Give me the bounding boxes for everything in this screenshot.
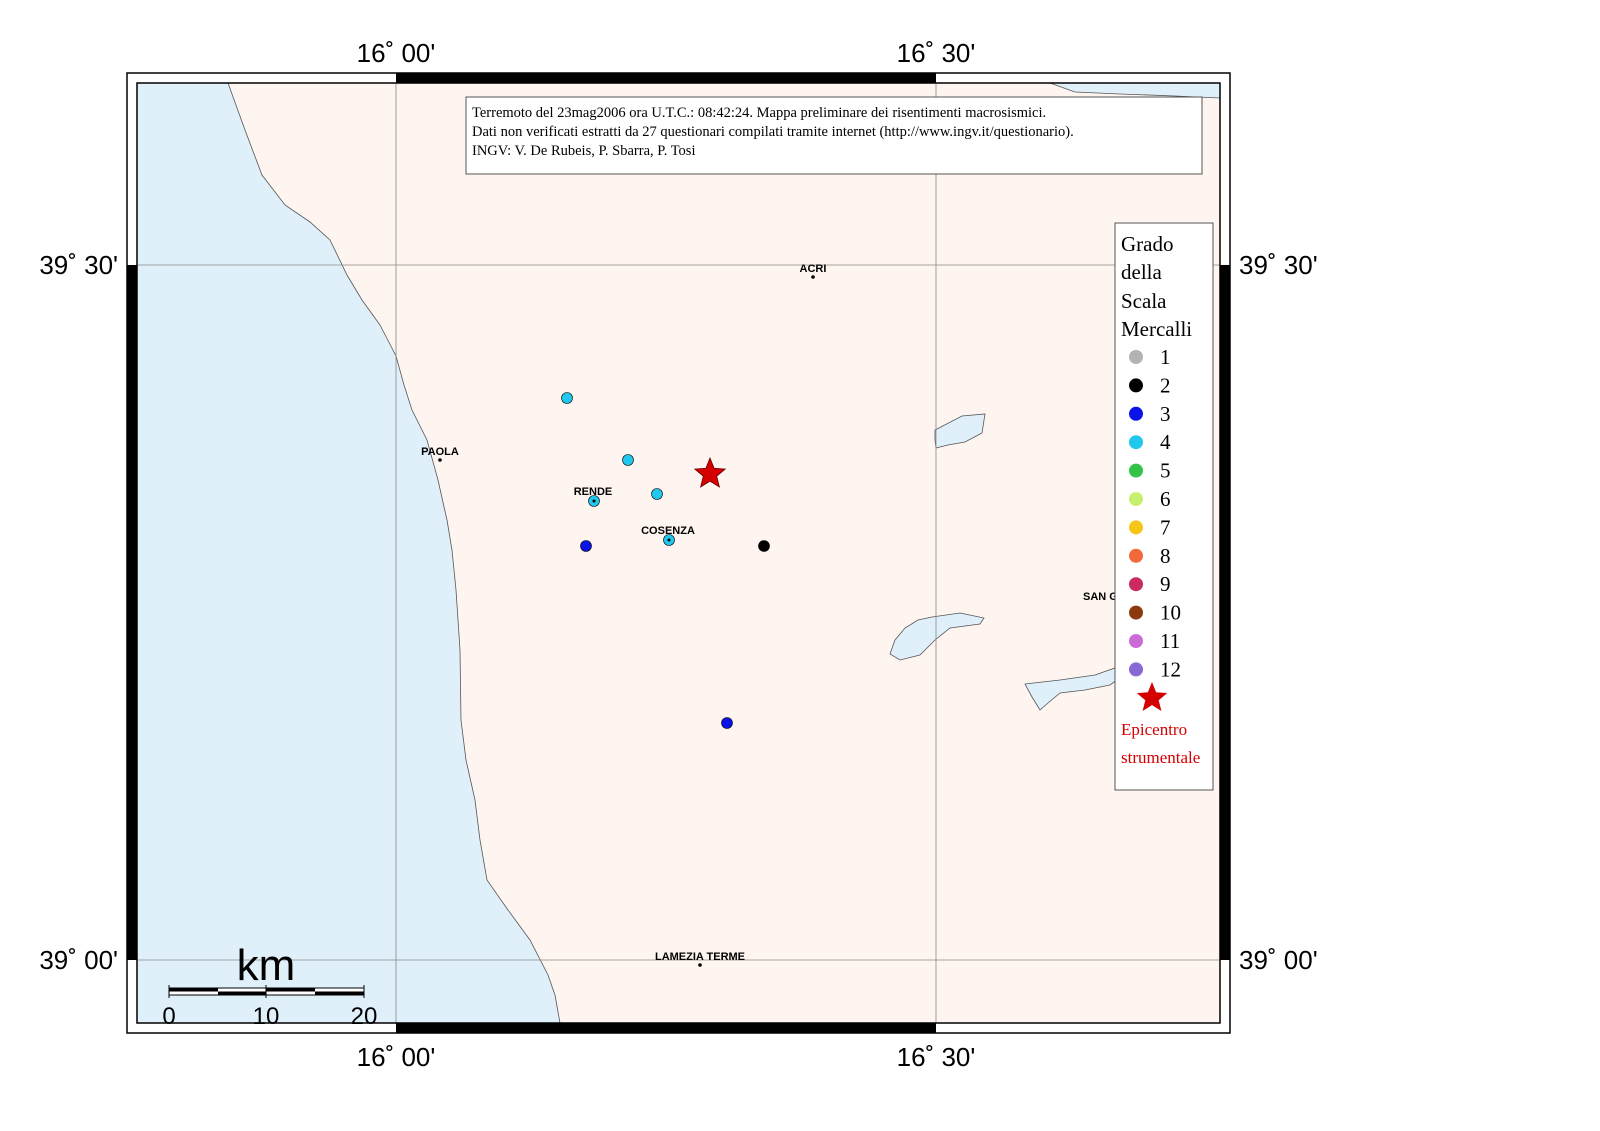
legend-epicenter-star-icon [1136,682,1168,711]
legend-label-5: 5 [1160,459,1171,483]
legend-label-11: 11 [1160,629,1180,653]
scale-bar-tick-10: 10 [253,1003,280,1030]
city-dot-cosenza [667,538,671,542]
legend-label-4: 4 [1160,430,1171,454]
info-line-1: Terremoto del 23mag2006 ora U.T.C.: 08:4… [472,105,1046,121]
legend-swatch-11 [1129,634,1143,648]
city-dot-paola [438,458,442,462]
legend-swatch-6 [1129,492,1143,506]
grid-lines [137,83,1220,1023]
city-dot-rende [592,499,596,503]
observation-point [580,540,592,552]
legend: Grado della Scala Mercalli 1234567891011… [1114,222,1214,791]
legend-swatch-3 [1129,406,1143,421]
legend-swatch-8 [1129,548,1143,563]
legend-title-line-1: Grado [1121,232,1173,256]
epicenter-star-icon [693,456,727,488]
legend-swatch-2 [1129,378,1143,393]
legend-label-12: 12 [1160,657,1181,681]
legend-epicenter-line-1: Epicentro [1121,720,1187,739]
legend-label-8: 8 [1160,544,1171,568]
legend-label-9: 9 [1160,572,1171,596]
city-dot-acri [811,275,815,279]
legend-title-line-2: della [1121,260,1162,284]
legend-swatch-5 [1129,463,1143,478]
lon-label-bottom-right: 16˚ 30' [897,1042,976,1072]
info-line-2: Dati non verificati estratti da 27 quest… [472,124,1074,140]
legend-label-3: 3 [1160,402,1171,426]
observation-point [758,540,770,552]
city-label-rende: RENDE [574,486,613,498]
observation-point [561,392,573,404]
legend-swatch-10 [1129,605,1143,620]
lake-ampollino [1024,667,1126,711]
legend-label-1: 1 [1160,345,1171,369]
lat-label-right-top: 39˚ 30' [1239,250,1318,280]
lake-arvo [889,612,985,661]
observation-point [651,488,663,500]
legend-swatch-12 [1129,662,1143,677]
city-label-cosenza: COSENZA [641,525,695,537]
legend-label-2: 2 [1160,373,1171,397]
legend-label-6: 6 [1160,487,1171,511]
legend-swatch-9 [1129,577,1143,592]
lon-label-top-right: 16˚ 30' [897,38,976,68]
lat-label-left-top: 39˚ 30' [39,250,118,280]
legend-title-line-3: Scala [1121,289,1167,313]
city-label-san-giovanni: SAN G [1083,591,1118,603]
scale-bar-unit: km [237,941,296,990]
legend-swatch-1 [1129,350,1143,364]
legend-epicenter-line-2: strumentale [1121,748,1200,767]
scale-bar-tick-20: 20 [351,1003,378,1030]
scale-bar: km 0 10 20 [162,941,377,1030]
info-line-3: INGV: V. De Rubeis, P. Sbarra, P. Tosi [472,143,695,159]
observation-point [721,717,733,729]
legend-swatch-7 [1129,520,1143,535]
intensity-points [561,392,770,729]
city-dot-lamezia-terme [698,963,702,967]
scale-bar-tick-0: 0 [162,1003,175,1030]
city-label-paola: PAOLA [421,446,459,458]
map-frame [126,72,1231,1034]
info-box: Terremoto del 23mag2006 ora U.T.C.: 08:4… [465,96,1203,175]
lat-label-right-bottom: 39˚ 00' [1239,945,1318,975]
legend-label-10: 10 [1160,601,1181,625]
legend-label-7: 7 [1160,515,1171,539]
lat-label-left-bottom: 39˚ 00' [39,945,118,975]
cities: ACRI PAOLA RENDE COSENZA SAN G LAMEZIA T… [421,263,1118,967]
city-label-acri: ACRI [800,263,827,275]
lon-label-bottom-left: 16˚ 00' [357,1042,436,1072]
legend-title-line-4: Mercalli [1121,317,1192,341]
sea-area [136,82,561,1024]
observation-point [622,454,634,466]
lake-cecita [934,413,986,449]
lon-label-top-left: 16˚ 00' [357,38,436,68]
legend-swatch-4 [1129,435,1143,450]
city-label-lamezia-terme: LAMEZIA TERME [655,951,745,963]
